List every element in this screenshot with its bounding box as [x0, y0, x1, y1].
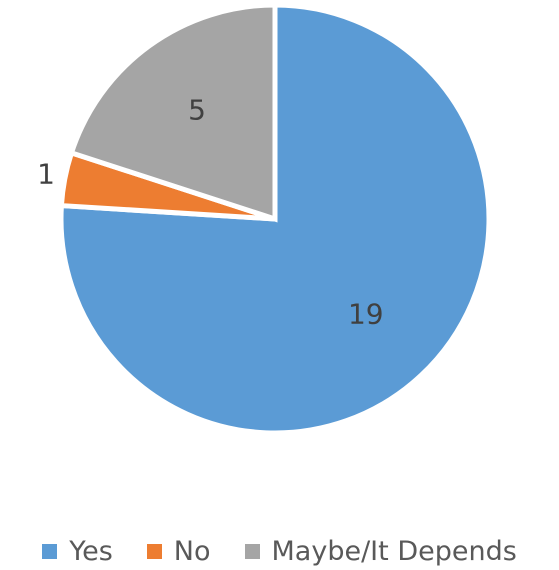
legend-item-no: No — [146, 535, 211, 567]
legend-item-yes: Yes — [42, 536, 113, 567]
pie-slice-yes — [58, 2, 492, 436]
data-label-yes: 19 — [348, 298, 384, 331]
legend-label-maybe: Maybe/It Depends — [271, 535, 517, 567]
legend-swatch-no — [146, 543, 162, 559]
data-label-maybe: 5 — [188, 94, 206, 127]
legend: Yes No Maybe/It Depends — [0, 532, 559, 570]
legend-swatch-maybe — [244, 543, 260, 559]
legend-label-yes: Yes — [69, 535, 113, 567]
pie-slice-maybe — [68, 2, 278, 223]
legend-swatch-yes — [42, 543, 58, 559]
legend-label-no: No — [173, 535, 211, 567]
legend-item-maybe: Maybe/It Depends — [244, 535, 517, 567]
data-label-no: 1 — [37, 158, 55, 191]
